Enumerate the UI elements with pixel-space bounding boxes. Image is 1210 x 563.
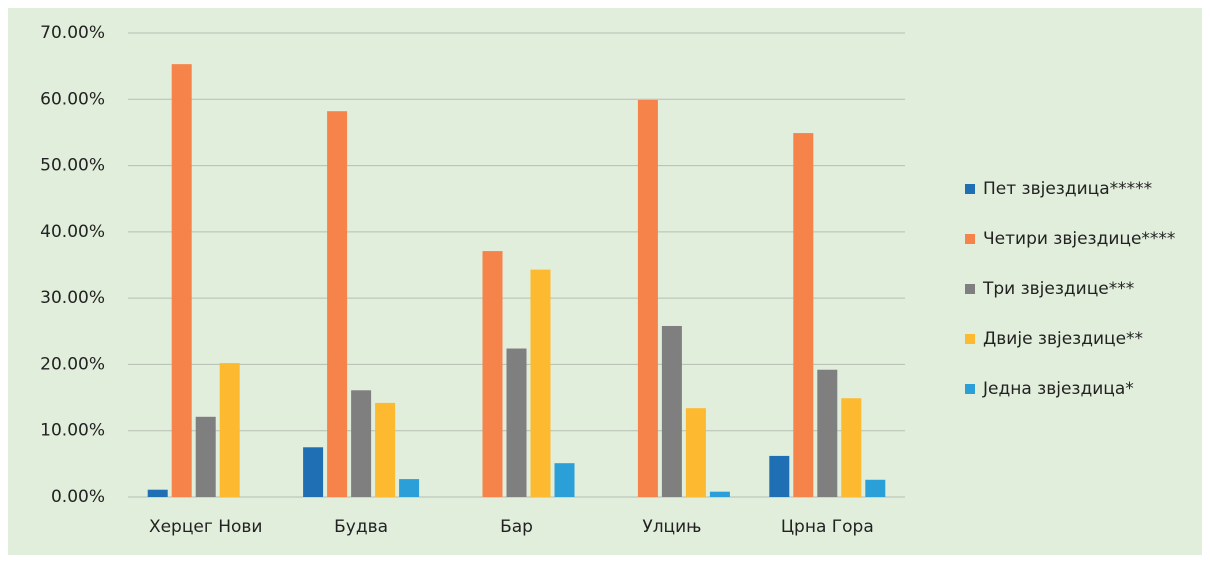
- bar: [841, 398, 862, 497]
- x-tick-label: Црна Гора: [781, 517, 874, 537]
- legend-label: Четири звјездице****: [983, 229, 1175, 249]
- bar: [793, 133, 814, 497]
- legend-swatch: [965, 384, 975, 394]
- bar: [351, 390, 372, 497]
- bar: [303, 447, 324, 497]
- y-tick-label: 70.00%: [40, 23, 105, 43]
- bar: [506, 348, 527, 497]
- bar: [375, 402, 396, 497]
- bar: [637, 99, 658, 497]
- legend-label: Једна звјездица*: [982, 379, 1134, 399]
- y-tick-label: 30.00%: [40, 288, 105, 308]
- y-tick-label: 50.00%: [40, 156, 105, 176]
- x-tick-label: Будва: [334, 517, 388, 537]
- y-tick-label: 20.00%: [40, 354, 105, 374]
- bar: [147, 489, 168, 497]
- y-tick-label: 60.00%: [40, 89, 105, 109]
- legend-swatch: [965, 334, 975, 344]
- bar: [219, 363, 240, 497]
- x-tick-label: Улцињ: [642, 517, 701, 537]
- bar: [195, 416, 216, 497]
- bar: [865, 479, 886, 497]
- bar: [482, 251, 503, 497]
- legend-swatch: [965, 184, 975, 194]
- bar: [661, 325, 682, 497]
- y-tick-label: 10.00%: [40, 421, 105, 441]
- bar: [769, 455, 790, 497]
- legend-label: Три звјездице***: [982, 279, 1134, 299]
- bar: [530, 269, 551, 497]
- bar: [171, 64, 192, 497]
- bar: [817, 369, 838, 497]
- bar: [554, 463, 575, 497]
- x-tick-label: Бар: [500, 517, 533, 537]
- bar: [327, 111, 348, 498]
- x-tick-label: Херцег Нови: [149, 517, 263, 537]
- legend-label: Пет звјездица*****: [983, 179, 1152, 199]
- y-tick-label: 0.00%: [51, 487, 105, 507]
- bar: [685, 408, 706, 497]
- bar: [399, 479, 420, 497]
- legend-swatch: [965, 234, 975, 244]
- legend-label: Двије звјездице**: [983, 329, 1143, 349]
- bar: [709, 491, 730, 497]
- y-tick-label: 40.00%: [40, 222, 105, 242]
- legend-swatch: [965, 284, 975, 294]
